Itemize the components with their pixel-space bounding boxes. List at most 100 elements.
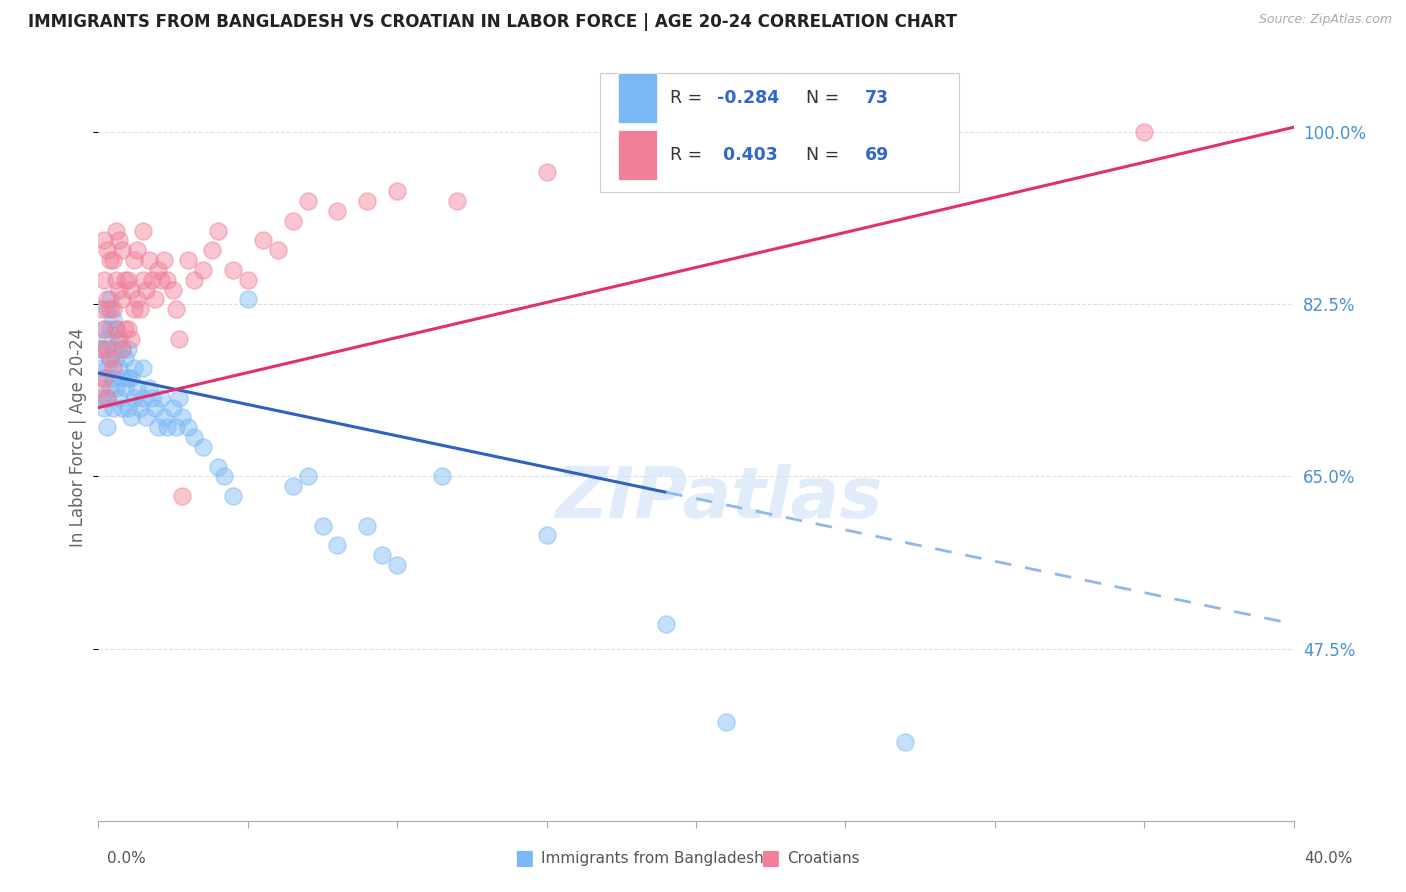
Point	[326, 538, 349, 552]
Point	[105, 223, 128, 237]
Point	[212, 469, 235, 483]
Point	[120, 283, 142, 297]
Point	[177, 420, 200, 434]
Point	[536, 528, 558, 542]
Point	[120, 410, 142, 425]
Point	[96, 342, 118, 356]
Point	[103, 253, 125, 268]
Point	[108, 332, 131, 346]
Point	[162, 401, 184, 415]
Point	[96, 391, 118, 405]
Point	[103, 342, 125, 356]
Point	[207, 223, 229, 237]
Point	[124, 361, 146, 376]
Point	[93, 342, 115, 356]
Text: 0.403: 0.403	[717, 145, 779, 164]
Text: Source: ZipAtlas.com: Source: ZipAtlas.com	[1258, 13, 1392, 27]
Point	[446, 194, 468, 208]
Point	[156, 273, 179, 287]
Point	[103, 312, 125, 326]
Point	[108, 283, 131, 297]
Point	[120, 332, 142, 346]
Point	[108, 361, 131, 376]
Point	[96, 293, 118, 307]
Point	[108, 332, 131, 346]
Y-axis label: In Labor Force | Age 20-24: In Labor Force | Age 20-24	[69, 327, 87, 547]
Point	[167, 332, 190, 346]
Point	[117, 401, 139, 415]
Point	[297, 469, 319, 483]
Point	[111, 293, 134, 307]
Point	[105, 322, 128, 336]
Point	[371, 548, 394, 562]
Point	[98, 351, 122, 366]
Text: 40.0%: 40.0%	[1305, 851, 1353, 865]
Point	[167, 391, 190, 405]
Point	[93, 233, 115, 247]
Bar	[619, 73, 657, 122]
Point	[143, 401, 166, 415]
Point	[93, 322, 115, 336]
Text: ■: ■	[761, 848, 780, 868]
Point	[93, 371, 115, 385]
Point	[90, 342, 112, 356]
Point	[153, 253, 176, 268]
Point	[207, 459, 229, 474]
Text: IMMIGRANTS FROM BANGLADESH VS CROATIAN IN LABOR FORCE | AGE 20-24 CORRELATION CH: IMMIGRANTS FROM BANGLADESH VS CROATIAN I…	[28, 13, 957, 31]
Point	[90, 381, 112, 395]
Point	[108, 391, 131, 405]
Point	[98, 293, 122, 307]
Point	[98, 351, 122, 366]
Point	[105, 351, 128, 366]
Point	[114, 322, 136, 336]
Point	[177, 253, 200, 268]
Text: ZIPatlas: ZIPatlas	[557, 464, 883, 533]
Point	[135, 410, 157, 425]
Point	[385, 184, 409, 198]
Point	[96, 244, 118, 258]
Point	[114, 273, 136, 287]
Point	[1133, 125, 1156, 139]
Point	[98, 302, 122, 317]
Point	[105, 381, 128, 395]
Point	[132, 391, 155, 405]
Text: 73: 73	[865, 88, 889, 107]
Point	[162, 283, 184, 297]
Point	[385, 558, 409, 572]
Point	[267, 244, 290, 258]
Point	[165, 302, 187, 317]
Point	[430, 469, 453, 483]
Point	[103, 401, 125, 415]
Point	[90, 302, 112, 317]
FancyBboxPatch shape	[600, 73, 959, 192]
Text: R =: R =	[669, 88, 707, 107]
Point	[150, 273, 173, 287]
Text: R =: R =	[669, 145, 707, 164]
Point	[222, 489, 245, 503]
Point	[655, 616, 678, 631]
Text: 69: 69	[865, 145, 889, 164]
Point	[120, 371, 142, 385]
Point	[191, 440, 214, 454]
Point	[183, 273, 205, 287]
Point	[536, 164, 558, 178]
Point	[153, 410, 176, 425]
Point	[98, 253, 122, 268]
Point	[138, 381, 160, 395]
Text: N =: N =	[796, 145, 845, 164]
Point	[714, 715, 737, 730]
Point	[141, 391, 163, 405]
Point	[103, 361, 125, 376]
Point	[183, 430, 205, 444]
Point	[127, 244, 149, 258]
Point	[129, 401, 152, 415]
Bar	[619, 130, 657, 179]
Point	[311, 518, 333, 533]
Point	[281, 213, 304, 227]
Point	[108, 233, 131, 247]
Point	[281, 479, 304, 493]
Point	[124, 253, 146, 268]
Point	[93, 371, 115, 385]
Point	[114, 381, 136, 395]
Point	[326, 203, 349, 218]
